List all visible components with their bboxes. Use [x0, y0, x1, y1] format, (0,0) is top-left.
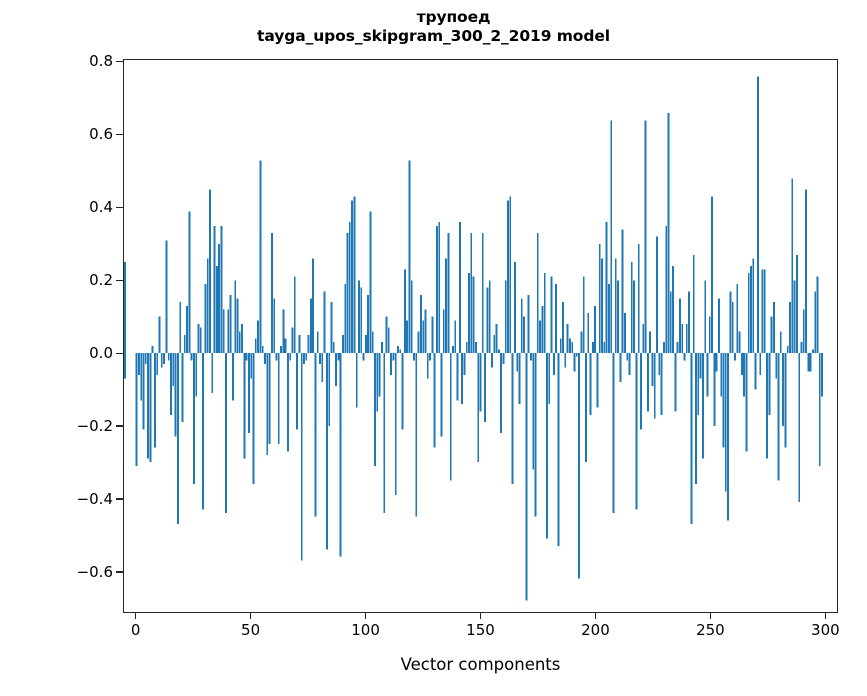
- y-tick-label: −0.2: [76, 417, 113, 436]
- x-tick-mark: [479, 612, 482, 619]
- x-tick-label: 0: [130, 621, 141, 639]
- y-tick-label: 0.0: [89, 344, 113, 363]
- y-tick-mark: [116, 133, 123, 135]
- x-tick-label: 150: [466, 621, 495, 639]
- y-axis-label-wrapper: Components values: [22, 59, 44, 613]
- y-tick-mark: [116, 352, 123, 354]
- y-tick-label: 0.2: [89, 271, 113, 290]
- x-tick-label: 250: [696, 621, 725, 639]
- x-tick-mark: [364, 612, 367, 619]
- y-tick-mark: [116, 571, 123, 573]
- y-tick-label: 0.8: [89, 52, 113, 71]
- x-tick-label: 300: [811, 621, 840, 639]
- x-tick-mark: [824, 612, 826, 619]
- x-tick-mark: [134, 612, 137, 619]
- y-tick-mark: [116, 60, 123, 62]
- y-tick-label: −0.4: [76, 490, 113, 509]
- y-tick-label: 0.6: [89, 125, 113, 144]
- y-tick-label: −0.6: [76, 563, 113, 582]
- x-axis-label: Vector components: [400, 655, 561, 674]
- x-tick-mark: [249, 612, 252, 619]
- x-tick-label: 50: [241, 621, 261, 639]
- y-tick-mark: [116, 425, 123, 427]
- plot-area: [123, 59, 838, 613]
- bar-series-canvas: [124, 76, 824, 601]
- x-tick-mark: [594, 612, 597, 619]
- x-tick-mark: [709, 612, 712, 619]
- y-tick-mark: [116, 206, 123, 208]
- y-tick-mark: [116, 498, 123, 500]
- x-tick-label: 200: [581, 621, 610, 639]
- x-tick-label: 100: [351, 621, 380, 639]
- y-tick-label: 0.4: [89, 198, 113, 217]
- y-tick-mark: [116, 279, 123, 281]
- y-axis-ticks: 0.8 0.6 0.4 0.2 0.0 −0.2 −0.4 −0.6: [0, 0, 113, 696]
